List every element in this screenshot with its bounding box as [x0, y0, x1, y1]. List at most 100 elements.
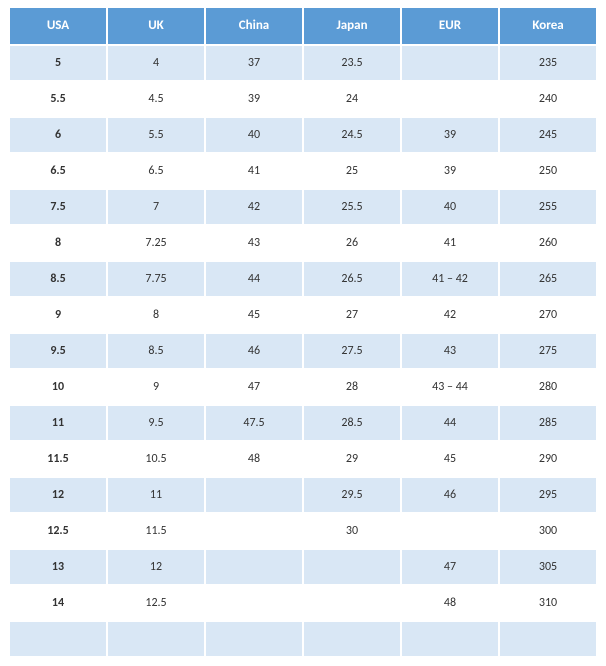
- table-cell: 8: [10, 226, 106, 260]
- table-cell: 11: [108, 478, 204, 512]
- table-cell: 26.5: [304, 262, 400, 296]
- table-cell: 14: [10, 586, 106, 620]
- table-cell: 28.5: [304, 406, 400, 440]
- table-cell: 40: [402, 190, 498, 224]
- table-cell: 48: [402, 586, 498, 620]
- table-cell: [402, 622, 498, 656]
- table-cell: [206, 550, 302, 584]
- table-cell: 290: [500, 442, 596, 476]
- table-cell: [304, 550, 400, 584]
- table-cell: 27: [304, 298, 400, 332]
- table-cell: 39: [402, 154, 498, 188]
- table-cell: 240: [500, 82, 596, 116]
- table-cell: 5.5: [10, 82, 106, 116]
- col-header-japan: Japan: [304, 8, 400, 44]
- table-row: 543723.5235: [10, 46, 596, 80]
- table-row: 131247305: [10, 550, 596, 584]
- table-cell: 43: [206, 226, 302, 260]
- table-cell: 305: [500, 550, 596, 584]
- table-cell: 300: [500, 514, 596, 548]
- table-cell: [304, 586, 400, 620]
- table-cell: 43: [402, 334, 498, 368]
- size-conversion-table: USA UK China Japan EUR Korea 543723.5235…: [8, 6, 598, 658]
- table-cell: 29: [304, 442, 400, 476]
- table-cell: 46: [402, 478, 498, 512]
- size-table-container: USA UK China Japan EUR Korea 543723.5235…: [0, 0, 606, 666]
- table-cell: 37: [206, 46, 302, 80]
- table-cell: 28: [304, 370, 400, 404]
- table-cell: 11: [10, 406, 106, 440]
- table-cell: [402, 514, 498, 548]
- table-cell: 45: [402, 442, 498, 476]
- table-cell: 46: [206, 334, 302, 368]
- table-row: 7.574225.540255: [10, 190, 596, 224]
- table-cell: 280: [500, 370, 596, 404]
- table-row: 5.54.53924240: [10, 82, 596, 116]
- table-cell: 8.5: [108, 334, 204, 368]
- table-cell: 24: [304, 82, 400, 116]
- table-cell: 255: [500, 190, 596, 224]
- col-header-usa: USA: [10, 8, 106, 44]
- table-cell: 11.5: [108, 514, 204, 548]
- table-cell: 7: [108, 190, 204, 224]
- table-cell: 48: [206, 442, 302, 476]
- table-cell: [402, 46, 498, 80]
- table-cell: 25.5: [304, 190, 400, 224]
- table-cell: 39: [206, 82, 302, 116]
- table-cell: 6.5: [108, 154, 204, 188]
- table-cell: 41: [402, 226, 498, 260]
- table-row: [10, 622, 596, 656]
- table-cell: 9: [10, 298, 106, 332]
- table-cell: 7.5: [10, 190, 106, 224]
- table-body: 543723.52355.54.5392424065.54024.5392456…: [10, 46, 596, 656]
- table-row: 65.54024.539245: [10, 118, 596, 152]
- table-cell: [206, 586, 302, 620]
- table-cell: 6.5: [10, 154, 106, 188]
- table-cell: 47: [206, 370, 302, 404]
- col-header-china: China: [206, 8, 302, 44]
- table-row: 121129.546295: [10, 478, 596, 512]
- table-cell: 6: [10, 118, 106, 152]
- table-cell: 41: [206, 154, 302, 188]
- table-cell: [304, 622, 400, 656]
- table-cell: [206, 622, 302, 656]
- table-cell: 12.5: [108, 586, 204, 620]
- table-cell: 12: [108, 550, 204, 584]
- table-cell: 310: [500, 586, 596, 620]
- table-cell: [10, 622, 106, 656]
- col-header-uk: UK: [108, 8, 204, 44]
- table-cell: 245: [500, 118, 596, 152]
- table-row: 8.57.754426.541 – 42265: [10, 262, 596, 296]
- table-cell: 7.75: [108, 262, 204, 296]
- table-cell: 44: [206, 262, 302, 296]
- table-row: 12.511.530300: [10, 514, 596, 548]
- table-cell: 41 – 42: [402, 262, 498, 296]
- table-row: 119.547.528.544285: [10, 406, 596, 440]
- table-cell: 26: [304, 226, 400, 260]
- table-cell: 260: [500, 226, 596, 260]
- table-row: 6.56.5412539250: [10, 154, 596, 188]
- table-cell: 24.5: [304, 118, 400, 152]
- table-cell: [206, 478, 302, 512]
- table-cell: 275: [500, 334, 596, 368]
- table-cell: 30: [304, 514, 400, 548]
- table-header-row: USA UK China Japan EUR Korea: [10, 8, 596, 44]
- table-cell: 47.5: [206, 406, 302, 440]
- table-cell: 42: [206, 190, 302, 224]
- col-header-eur: EUR: [402, 8, 498, 44]
- table-cell: [500, 622, 596, 656]
- table-cell: 7.25: [108, 226, 204, 260]
- table-cell: 9.5: [10, 334, 106, 368]
- table-cell: 295: [500, 478, 596, 512]
- table-cell: 25: [304, 154, 400, 188]
- table-cell: 42: [402, 298, 498, 332]
- table-row: 87.25432641260: [10, 226, 596, 260]
- table-cell: 10.5: [108, 442, 204, 476]
- table-cell: 23.5: [304, 46, 400, 80]
- col-header-korea: Korea: [500, 8, 596, 44]
- table-cell: 250: [500, 154, 596, 188]
- table-cell: 4: [108, 46, 204, 80]
- table-cell: [108, 622, 204, 656]
- table-cell: 44: [402, 406, 498, 440]
- table-cell: 12: [10, 478, 106, 512]
